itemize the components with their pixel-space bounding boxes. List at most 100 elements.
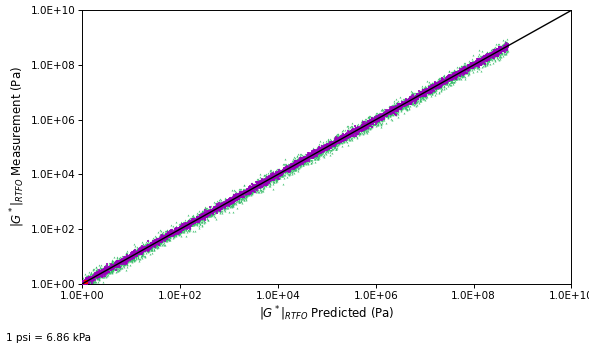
Point (396, 103, 406, 109)
Point (390, 107, 399, 112)
Point (340, 131, 350, 137)
Point (289, 162, 298, 168)
Point (129, 249, 138, 254)
Point (197, 213, 207, 219)
Point (373, 116, 382, 122)
Point (376, 112, 386, 118)
Point (379, 111, 388, 117)
Point (332, 131, 342, 137)
Point (105, 265, 114, 271)
Point (216, 201, 226, 207)
Point (411, 94, 420, 100)
Point (222, 202, 231, 207)
Point (220, 205, 230, 210)
Point (464, 64, 474, 69)
Point (435, 85, 445, 91)
Point (415, 91, 424, 97)
Point (318, 154, 327, 159)
Point (473, 63, 482, 69)
Point (434, 82, 443, 88)
Point (444, 75, 453, 81)
Point (264, 176, 273, 182)
Point (378, 114, 387, 119)
Point (361, 125, 370, 131)
Point (134, 248, 144, 254)
Point (229, 198, 239, 203)
Point (85, 277, 95, 283)
Point (403, 100, 412, 106)
Point (441, 79, 451, 85)
Point (249, 188, 259, 193)
Point (315, 148, 324, 154)
Point (90, 275, 99, 281)
Point (292, 165, 301, 170)
Point (118, 259, 128, 264)
Point (87, 271, 96, 276)
Point (127, 250, 136, 256)
Point (452, 69, 461, 74)
Point (212, 202, 221, 207)
Point (493, 52, 502, 57)
Point (403, 103, 413, 109)
Point (333, 138, 343, 143)
Point (352, 133, 361, 138)
Point (104, 268, 113, 273)
Point (88, 274, 98, 279)
Point (198, 215, 207, 220)
Point (80, 277, 89, 283)
Point (340, 136, 350, 141)
Point (442, 76, 451, 81)
Point (426, 85, 435, 91)
Point (389, 107, 398, 112)
Point (204, 209, 214, 214)
Point (434, 80, 443, 85)
Point (164, 236, 173, 242)
Point (152, 237, 161, 242)
Point (398, 102, 407, 108)
Point (108, 264, 117, 270)
Point (180, 224, 189, 229)
Point (301, 157, 310, 162)
Point (459, 67, 469, 73)
Point (200, 213, 209, 218)
Point (100, 264, 110, 270)
Point (142, 245, 151, 250)
Point (388, 110, 397, 115)
Point (395, 103, 404, 108)
Point (444, 73, 454, 79)
Point (429, 81, 439, 87)
Point (147, 242, 156, 247)
Point (465, 62, 474, 67)
Point (334, 140, 343, 146)
Point (424, 79, 434, 85)
Point (399, 99, 409, 105)
Point (462, 65, 471, 71)
Point (489, 47, 499, 53)
Point (128, 248, 138, 253)
Point (304, 158, 313, 163)
Point (317, 147, 327, 153)
Point (305, 155, 315, 160)
Point (265, 176, 274, 182)
Point (335, 137, 344, 142)
Point (478, 56, 488, 61)
Point (392, 102, 401, 108)
Point (497, 47, 506, 52)
Point (455, 69, 464, 74)
Point (220, 200, 229, 205)
Point (359, 122, 369, 128)
Point (189, 220, 198, 225)
Point (148, 245, 157, 250)
Point (376, 121, 386, 127)
Point (322, 146, 332, 152)
Point (379, 107, 388, 113)
Point (86, 279, 95, 285)
Point (489, 49, 499, 55)
Point (82, 277, 91, 283)
Point (434, 84, 443, 90)
Point (83, 280, 92, 285)
Point (260, 175, 269, 180)
Point (193, 213, 203, 219)
Point (358, 125, 368, 130)
Point (128, 259, 137, 265)
